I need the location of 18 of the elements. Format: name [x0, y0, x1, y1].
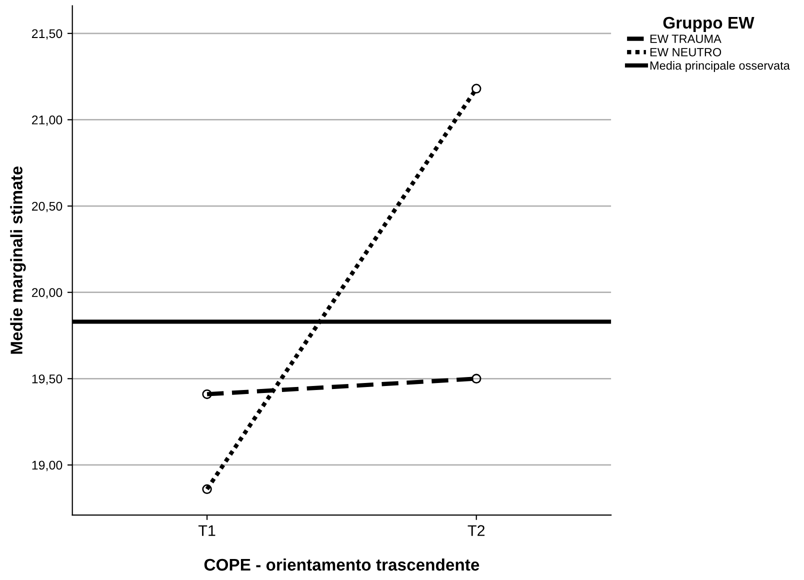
- y-tick-label: 21,00: [32, 116, 62, 126]
- legend-label: EW NEUTRO: [650, 48, 722, 56]
- point: [472, 84, 482, 94]
- legend-title: Gruppo EW: [663, 16, 754, 32]
- y-tick-label: 19,00: [32, 460, 62, 472]
- x-tick-label: T1: [198, 525, 216, 536]
- y-tick-label: 20,00: [32, 288, 62, 298]
- y-tick-label: 21,50: [32, 29, 62, 40]
- y-tick-label: 20,50: [32, 202, 62, 212]
- point: [202, 389, 212, 400]
- x-axis-title: COPE - orientamento trascendente: [204, 558, 480, 571]
- x-tick-label: T2: [468, 525, 485, 536]
- point: [472, 374, 482, 384]
- legend-label: EW TRAUMA: [650, 34, 722, 43]
- y-axis-title: Medie marginali stimate: [10, 166, 26, 354]
- legend-label: Media principale osservata: [650, 61, 790, 72]
- point: [202, 484, 212, 494]
- y-tick-label: 19,50: [32, 374, 62, 385]
